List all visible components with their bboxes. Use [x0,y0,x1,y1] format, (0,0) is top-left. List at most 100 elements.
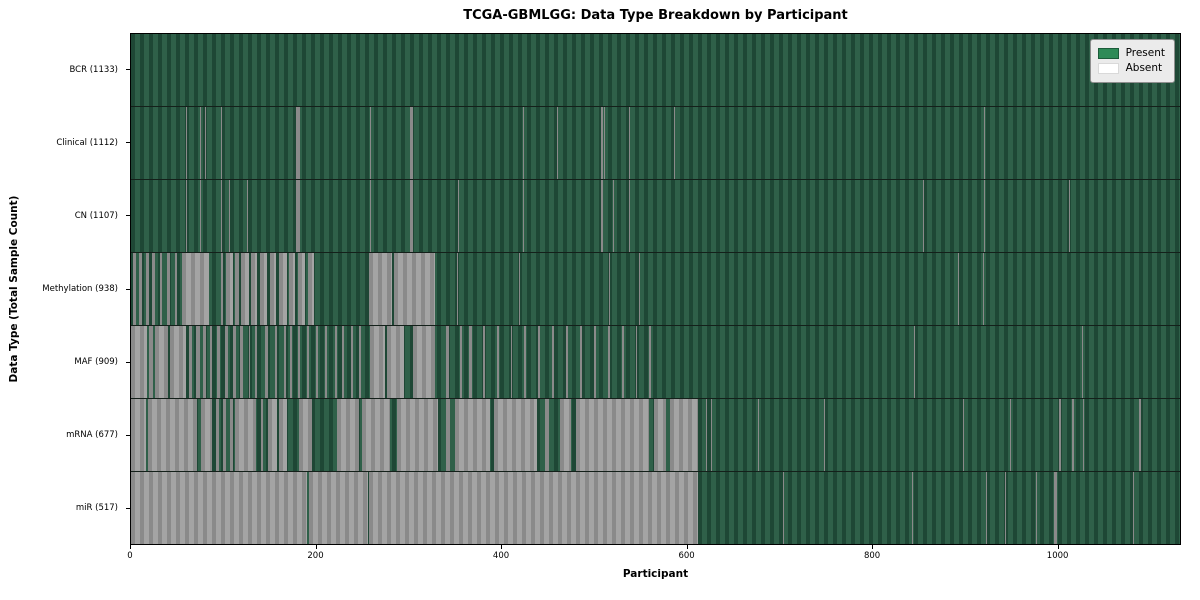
absent-segment [736,472,738,544]
y-axis-tick-labels: BCR (1133) Clinical (1112) CN (1107) Methyl… [0,33,130,545]
absent-segment [552,326,555,398]
absent-segment [393,253,435,325]
y-tick-label: miR (517) [75,503,118,514]
absent-segment [912,472,914,544]
absent-segment [559,399,571,471]
absent-segment [518,253,520,325]
absent-segment [155,326,169,398]
absent-segment [131,399,146,471]
x-tick-mark [872,545,874,549]
present-fill [131,326,1180,398]
absent-segment [159,253,163,325]
x-axis-ticks: 0 200 400 600 800 1000 [127,545,1181,569]
absent-segment [351,326,354,398]
x-tick-label: 0 [127,551,133,561]
absent-segment [983,107,985,179]
absent-segment [295,107,301,179]
absent-segment [220,180,222,252]
y-tick-mark [126,288,130,290]
x-tick-label: 600 [678,551,695,561]
absent-segment [386,326,405,398]
absent-segment [200,107,202,179]
absent-segment [538,326,541,398]
absent-segment [1005,472,1006,544]
absent-segment [1071,399,1074,471]
absent-segment [823,326,825,398]
absent-segment [369,107,371,179]
absent-segment [174,253,178,325]
absent-segment [274,326,278,398]
absent-segment [283,326,286,398]
x-axis-label: Participant [622,568,689,580]
absent-segment [201,399,213,471]
absent-segment [295,180,301,252]
absent-segment [316,326,319,398]
absent-segment [710,399,712,471]
y-tick-label: Clinical (1112) [56,137,118,148]
row-MAF [131,325,1180,398]
absent-segment [1081,326,1083,398]
absent-segment [268,399,278,471]
present-fill [131,107,1180,179]
x-tick-mark [686,545,688,549]
absent-segment [307,253,315,325]
x-tick-mark [1057,545,1059,549]
absent-segment [279,253,287,325]
legend: Present Absent [1089,39,1175,83]
absent-segment [181,253,209,325]
absent-segment [496,326,499,398]
absent-segment [255,326,257,398]
absent-segment [669,399,698,471]
absent-segment [635,326,638,398]
absent-segment [673,107,676,179]
absent-segment [334,326,337,398]
absent-segment [601,180,604,252]
legend-swatch-present-icon [1097,48,1119,59]
absent-segment [297,326,301,398]
present-fill [131,253,1180,325]
legend-label-absent: Absent [1125,62,1163,74]
y-tick-mark [126,361,130,363]
absent-segment [1132,472,1134,544]
absent-segment [1054,472,1057,544]
absent-segment [189,326,193,398]
absent-segment [131,326,147,398]
absent-segment [246,180,248,252]
absent-segment [298,399,312,471]
absent-segment [269,253,277,325]
absent-segment [234,253,240,325]
absent-segment [445,326,449,398]
absent-segment [147,399,197,471]
absent-segment [148,326,154,398]
absent-segment [358,326,361,398]
x-tick-mark [130,545,131,549]
absent-segment [957,253,959,325]
absent-segment [608,253,610,325]
chart-title: TCGA-GBMLGG: Data Type Breakdown by Part… [463,8,848,23]
absent-segment [336,399,359,471]
absent-segment [963,399,965,471]
absent-segment [152,253,156,325]
absent-segment [203,326,206,398]
absent-segment [468,326,472,398]
absent-segment [580,326,582,398]
legend-entry-absent: Absent [1097,62,1165,75]
absent-segment [369,180,371,252]
absent-segment [220,253,223,325]
absent-segment [654,399,667,471]
absent-segment [241,253,249,325]
absent-segment [145,253,149,325]
absent-segment [522,107,524,179]
row-mRNA [131,398,1180,471]
y-tick-label: BCR (1133) [69,64,119,75]
absent-segment [1058,399,1062,471]
absent-segment [522,180,524,252]
absent-segment [621,326,624,398]
absent-segment [361,399,391,471]
absent-segment [613,180,615,252]
absent-segment [544,399,550,471]
absent-segment [493,399,537,471]
absent-segment [413,326,435,398]
absent-segment [290,326,293,398]
absent-segment [922,180,924,252]
